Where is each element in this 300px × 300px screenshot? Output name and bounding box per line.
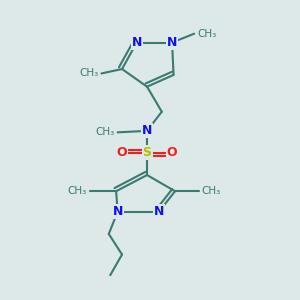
Text: N: N (154, 205, 164, 218)
Text: CH₃: CH₃ (202, 186, 221, 196)
Text: O: O (167, 146, 177, 159)
Text: N: N (132, 36, 142, 49)
Text: CH₃: CH₃ (79, 68, 98, 78)
Text: N: N (142, 124, 152, 137)
Text: N: N (112, 205, 123, 218)
Text: CH₃: CH₃ (197, 29, 216, 39)
Text: CH₃: CH₃ (68, 186, 87, 196)
Text: N: N (167, 36, 177, 49)
Text: CH₃: CH₃ (95, 127, 115, 137)
Text: O: O (117, 146, 127, 159)
Text: S: S (142, 146, 152, 159)
